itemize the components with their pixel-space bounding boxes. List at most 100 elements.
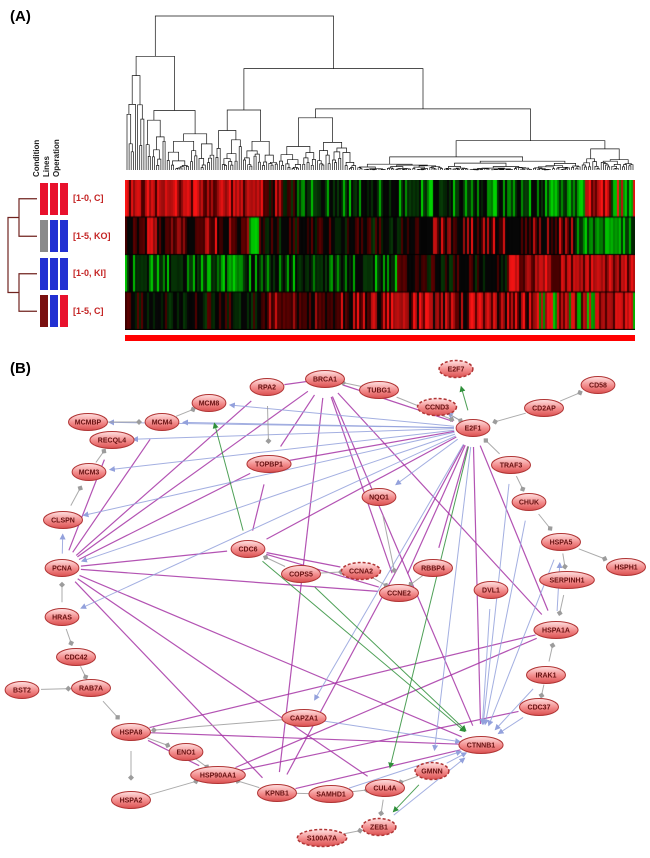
node-label: CCNE2 — [387, 590, 411, 597]
node-label: CLSPN — [51, 517, 75, 524]
node-MCM8: MCM8 — [191, 394, 227, 412]
node-HSPA5: HSPA5 — [541, 533, 581, 551]
edge-CD2AP-CD58 — [560, 389, 583, 402]
edge-HSPA5-SERPINH1 — [561, 553, 568, 570]
node-label: MCMBP — [75, 419, 102, 426]
row-dendrogram-path — [7, 198, 37, 312]
node-shape — [519, 698, 559, 716]
edge-NQO1-CCNE2 — [382, 515, 398, 574]
annotation-block — [50, 257, 58, 290]
node-HSPA8: HSPA8 — [111, 723, 151, 741]
node-label: E2F7 — [448, 366, 465, 373]
edge-CAPZA1-HSPA8 — [150, 719, 286, 734]
node-label: IRAK1 — [535, 672, 556, 679]
annotation-column-label-lines: Lines — [42, 156, 51, 177]
edge-CDC37-CTNNB1 — [497, 716, 524, 735]
node-DVL1: DVL1 — [473, 581, 509, 599]
node-shape — [458, 736, 504, 754]
edge-HSPA5-HSPH1 — [578, 548, 608, 562]
node-label: CHUK — [519, 499, 539, 506]
node-label: SAMHD1 — [316, 791, 346, 798]
node-shape — [296, 828, 348, 848]
node-shape — [168, 743, 204, 761]
edge-CD2AP-E2F1 — [492, 412, 526, 425]
edge-CDC6-CTNNB1 — [262, 560, 466, 733]
node-CUL4A: CUL4A — [365, 779, 405, 797]
annotation-block — [40, 182, 48, 215]
edge-HSPA5-CTNNB1 — [487, 559, 555, 727]
node-label: TOPBP1 — [255, 461, 283, 468]
edge-RBBP4-CCNE2 — [408, 575, 424, 587]
node-ENO1: ENO1 — [168, 743, 204, 761]
edge-PCNA-MCM4 — [72, 438, 151, 553]
edge-CCND3-E2F1 — [447, 412, 464, 424]
node-label: CD2AP — [532, 405, 556, 412]
edge-E2F1-NQO1 — [395, 438, 458, 486]
node-label: HSPA8 — [120, 729, 143, 736]
network-edges — [40, 379, 608, 836]
node-shape — [68, 413, 108, 431]
edge-BRCA1-HSPA1A — [337, 392, 543, 615]
node-shape — [305, 370, 345, 388]
edge-PCNA-TOPBP1 — [78, 472, 251, 561]
node-shape — [340, 561, 382, 581]
edge-PCNA-BRCA1 — [77, 390, 309, 558]
node-shape — [365, 779, 405, 797]
annotation-block — [50, 295, 58, 327]
node-label: CDC42 — [65, 654, 88, 661]
node-label: HSPA1A — [542, 627, 570, 634]
node-ZEB1: ZEB1 — [361, 817, 397, 837]
annotation-block — [60, 182, 68, 215]
node-label: RBBP4 — [421, 565, 445, 572]
node-shape — [56, 648, 96, 666]
edge-PCNA-CDC6 — [80, 550, 228, 567]
node-label: PCNA — [52, 565, 72, 572]
node-CHUK: CHUK — [511, 493, 547, 511]
node-shape — [414, 761, 450, 781]
edge-RPA2-TOPBP1 — [265, 405, 272, 444]
node-label: CCND3 — [425, 404, 449, 411]
edge-TRAF3-CHUK — [515, 475, 526, 492]
edge-CDC6-TOPBP1 — [252, 484, 265, 531]
annotation-tracks — [40, 180, 72, 330]
node-CD58: CD58 — [580, 376, 616, 394]
node-label: CCNA2 — [349, 568, 373, 575]
edge-MCM3-RECQL4 — [95, 448, 107, 463]
edge-MCM4-MCM8 — [175, 406, 196, 417]
annotation-column-label-operation: Operation — [52, 139, 61, 177]
edge-CAPZA1-CTNNB1 — [322, 720, 462, 745]
edge-PCNA-CTNNB1 — [79, 574, 462, 738]
network-svg: MCMBP RECQL4 MCM8 MCM4 RPA2 BRCA1 TUBG1 E2F7 CCN… — [4, 359, 646, 848]
node-label: COPS5 — [289, 571, 313, 578]
node-label: RECQL4 — [98, 437, 127, 444]
node-shape — [580, 376, 616, 394]
edge-IRAK1-CTNNB1 — [494, 688, 534, 731]
edge-ZEB1-CTNNB1 — [393, 757, 466, 816]
node-GMNN: GMNN — [414, 761, 450, 781]
node-MCMBP: MCMBP — [68, 413, 108, 431]
node-shape — [190, 766, 246, 784]
edge-ENO1-HSP90AA1 — [195, 758, 210, 770]
edge-E2F1-HRAS — [80, 435, 456, 609]
node-label: MCM4 — [152, 419, 173, 426]
edge-HSPA8-CTNNB1 — [149, 732, 461, 745]
node-shape — [308, 785, 354, 803]
edge-TRAF3-CTNNB1 — [480, 483, 510, 726]
node-CDC37: CDC37 — [519, 698, 559, 716]
node-CLSPN: CLSPN — [43, 511, 83, 529]
node-shape — [361, 488, 397, 506]
edge-E2F1-TOPBP1 — [289, 430, 455, 461]
annotation-block — [50, 182, 58, 215]
annotation-block — [40, 220, 48, 252]
node-shape — [111, 791, 151, 809]
edge-RAB7A-HSPA8 — [102, 700, 120, 720]
edge-IRAK1-CDC37 — [538, 684, 545, 699]
edge-E2F1-RECQL4 — [132, 428, 455, 443]
node-label: CDC37 — [528, 704, 551, 711]
node-MCM3: MCM3 — [71, 463, 107, 481]
node-label: RPA2 — [258, 384, 276, 391]
node-IRAK1: IRAK1 — [526, 666, 566, 684]
node-COPS5: COPS5 — [281, 565, 321, 583]
node-CDC42: CDC42 — [56, 648, 96, 666]
